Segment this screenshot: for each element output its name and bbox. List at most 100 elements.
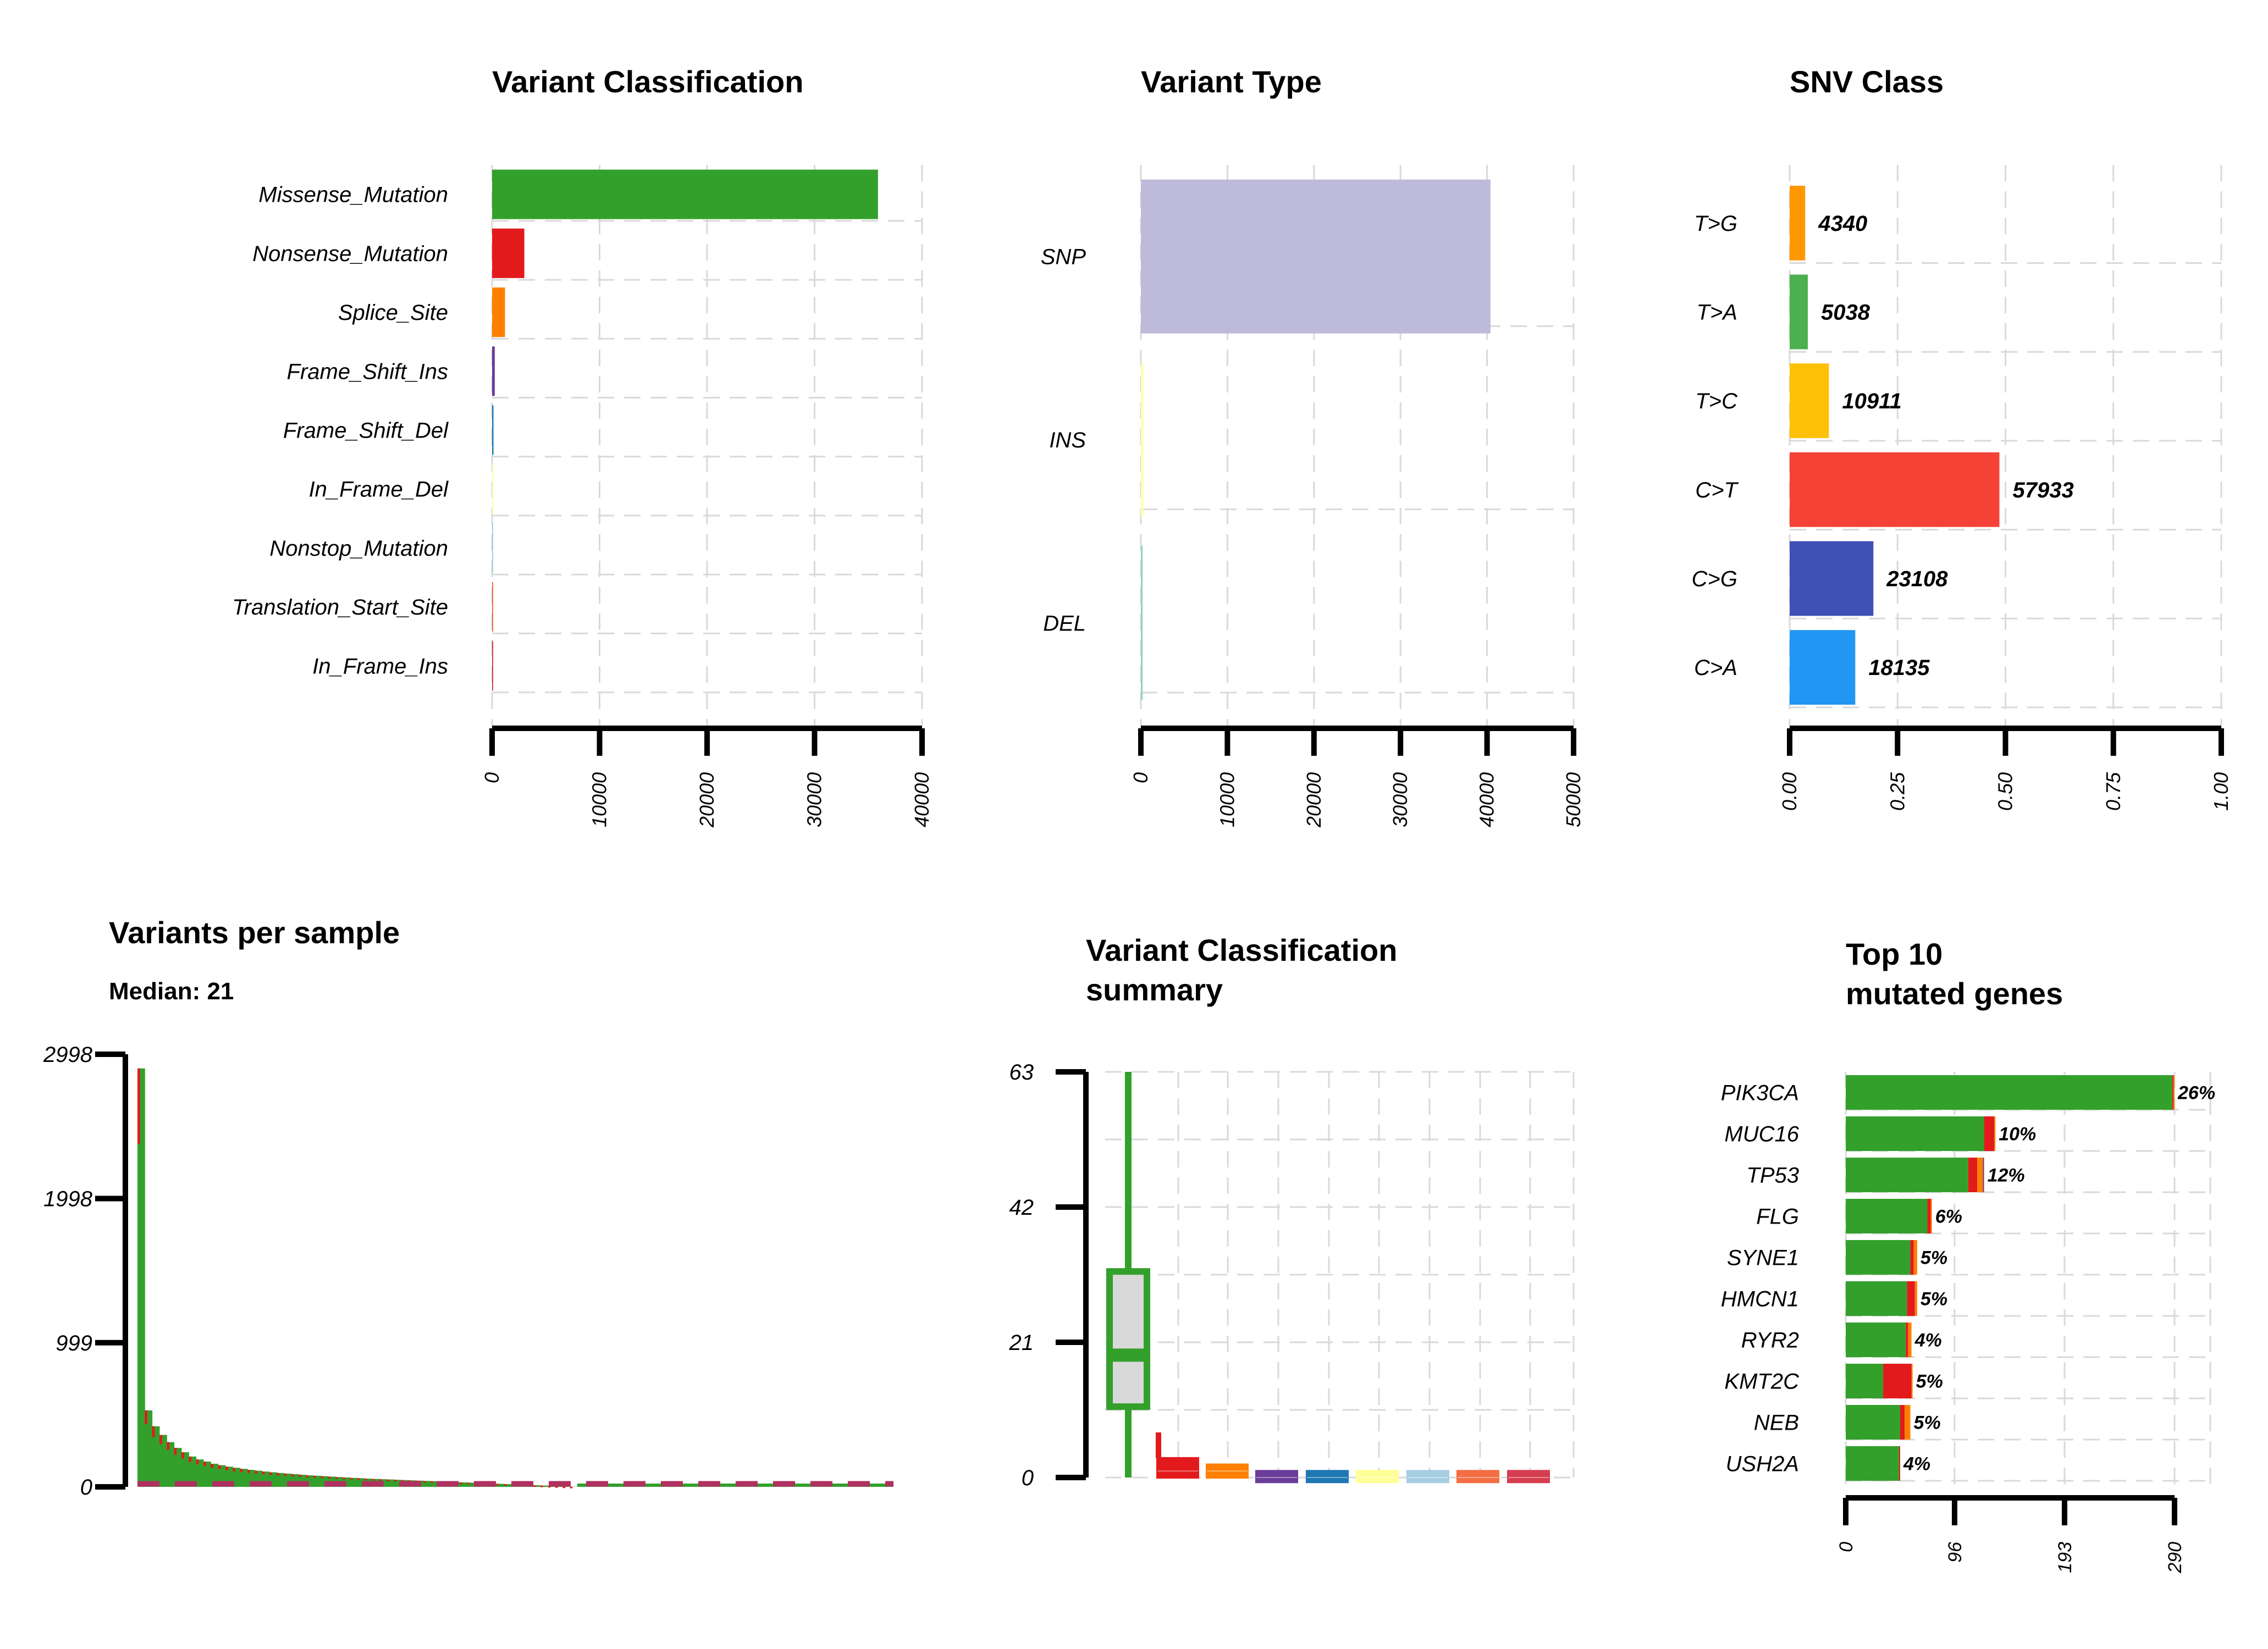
top-bar-7-seg-0 <box>1846 1364 1884 1398</box>
snv-bar-4 <box>1790 541 1874 616</box>
vps-sample-bar-top-58 <box>562 1486 565 1488</box>
vps-sample-bar-top-27 <box>335 1477 338 1479</box>
vps-sample-bar-19 <box>277 1473 285 1487</box>
vps-sample-bar-top-5 <box>174 1448 177 1455</box>
vcs-box-2 <box>1206 1463 1249 1479</box>
vps-sample-bar-44 <box>460 1482 468 1487</box>
variant-classification-title: Variant Classification <box>492 64 803 99</box>
snv-data-label-3: 57933 <box>2013 478 2074 502</box>
vc-bar-8 <box>492 641 493 691</box>
summary-title-line-2: summary <box>1086 972 1223 1007</box>
top-gene-label-4: SYNE1 <box>1727 1246 1799 1270</box>
vps-sample-bar-34 <box>387 1479 395 1487</box>
vps-sample-bar-14 <box>240 1469 248 1487</box>
top-bar-5-seg-2 <box>1914 1281 1917 1316</box>
top-bar-8-seg-1 <box>1900 1405 1905 1440</box>
vps-sample-bar-29 <box>350 1478 358 1487</box>
top-bar-8-seg-0 <box>1846 1405 1900 1440</box>
vps-sample-bar-top-25 <box>321 1476 323 1479</box>
vps-y-tick-label-1: 999 <box>56 1331 92 1355</box>
vps-sample-bar-top-10 <box>211 1463 213 1468</box>
vt-category-label-0: SNP <box>1041 245 1086 269</box>
vps-sample-bar-50 <box>504 1484 512 1487</box>
vc-x-tick-label-1: 10000 <box>588 772 611 827</box>
top-bar-2-seg-0 <box>1846 1158 1968 1192</box>
top-bar-3-seg-1 <box>1927 1199 1931 1233</box>
vcs-y-tick-label-1: 21 <box>1009 1331 1034 1355</box>
vps-sample-bar-58 <box>562 1486 571 1487</box>
top-x-tick-label-3: 290 <box>2165 1542 2186 1574</box>
vc-x-tick-label-2: 20000 <box>696 772 718 828</box>
vps-sample-bar-top-18 <box>269 1472 272 1475</box>
top-data-label-3: 6% <box>1935 1207 1962 1227</box>
vps-sample-bar-top-9 <box>203 1462 206 1467</box>
vt-bar-2 <box>1141 546 1143 700</box>
vt-x-tick-label-3: 30000 <box>1389 772 1411 827</box>
snv-class-panel: SNV Class 4340 T>G 5038 T>A 10911 T>C 57933 C>T… <box>1692 64 2232 811</box>
vps-sample-bar-top-17 <box>262 1471 265 1475</box>
vps-sample-bar-top-54 <box>533 1485 536 1487</box>
vc-category-label-6: Nonstop_Mutation <box>269 536 448 561</box>
snv-category-label-0: T>G <box>1694 212 1737 236</box>
vc-bar-6 <box>492 523 493 573</box>
vps-sample-bar-top-32 <box>372 1479 375 1481</box>
vps-sample-bar-top-29 <box>350 1478 353 1480</box>
vps-sample-bar-24 <box>313 1475 321 1487</box>
top-bar-0-seg-1 <box>2172 1075 2173 1110</box>
top-gene-label-7: KMT2C <box>1724 1370 1800 1394</box>
vc-bar-2 <box>492 287 505 337</box>
vc-bar-0 <box>492 169 878 219</box>
top-x-tick-label-1: 96 <box>1945 1542 1966 1563</box>
vps-sample-bar-top-39 <box>423 1481 426 1483</box>
vcs-y-tick-label-0: 0 <box>1022 1466 1034 1490</box>
vps-sample-bar-top-31 <box>365 1479 367 1481</box>
top-data-label-0: 26% <box>2177 1083 2215 1104</box>
top-data-label-1: 10% <box>1999 1124 2036 1145</box>
vt-x-tick-label-4: 40000 <box>1476 772 1498 827</box>
vps-sample-bar-top-34 <box>387 1479 389 1481</box>
vt-category-label-1: INS <box>1049 428 1086 452</box>
snv-category-label-1: T>A <box>1697 301 1737 325</box>
vps-sample-bar-top-8 <box>196 1459 199 1465</box>
top-bar-0-seg-0 <box>1846 1075 2172 1110</box>
vps-sample-bar-top-20 <box>284 1473 287 1476</box>
top-gene-label-1: MUC16 <box>1724 1122 1799 1147</box>
vps-sample-bar-top-50 <box>504 1484 507 1486</box>
variants-per-sample-title: Variants per sample <box>109 915 400 950</box>
vps-sample-bar-top-16 <box>255 1470 257 1474</box>
vc-x-tick-label-4: 40000 <box>910 772 933 827</box>
top-data-label-2: 12% <box>1988 1165 2025 1186</box>
vps-sample-bar-49 <box>496 1484 505 1487</box>
top-bar-6-seg-0 <box>1846 1322 1906 1357</box>
vc-category-label-7: Translation_Start_Site <box>232 595 448 619</box>
top-data-label-9: 4% <box>1903 1454 1930 1475</box>
vps-sample-bar-0 <box>137 1068 145 1487</box>
snv-category-label-3: C>T <box>1695 478 1739 502</box>
vps-sample-bar-top-4 <box>167 1442 169 1451</box>
vcs-box-7 <box>1456 1470 1499 1484</box>
top-bar-9-seg-0 <box>1846 1446 1899 1481</box>
top-bar-2-seg-2 <box>1977 1158 1983 1192</box>
vps-sample-bar-top-40 <box>431 1481 433 1483</box>
top-data-label-7: 5% <box>1916 1371 1943 1392</box>
vps-y-tick-label-2: 1998 <box>43 1187 93 1211</box>
vt-bar-0 <box>1141 179 1491 334</box>
top-data-label-4: 5% <box>1921 1248 1947 1269</box>
top-bar-9-seg-1 <box>1899 1446 1900 1481</box>
vps-sample-bar-top-49 <box>496 1484 499 1486</box>
vps-sample-bar-top-45 <box>467 1482 470 1485</box>
vc-category-label-2: Splice_Site <box>338 301 448 325</box>
vc-category-label-0: Missense_Mutation <box>258 183 448 207</box>
top-bar-0-seg-2 <box>2173 1075 2175 1110</box>
vps-sample-bar-45 <box>467 1482 475 1487</box>
vps-sample-tail <box>577 1484 893 1487</box>
top-data-label-6: 4% <box>1914 1330 1942 1351</box>
vc-category-label-4: Frame_Shift_Del <box>283 419 449 443</box>
vps-sample-bar-top-15 <box>247 1470 250 1473</box>
top-gene-label-3: FLG <box>1756 1205 1799 1229</box>
snv-bar-1 <box>1790 274 1808 350</box>
snv-bar-3 <box>1790 452 2000 527</box>
vps-sample-bar-3 <box>159 1435 167 1487</box>
vps-sample-bar-1 <box>145 1410 153 1487</box>
vcs-box-1 <box>1156 1457 1199 1479</box>
